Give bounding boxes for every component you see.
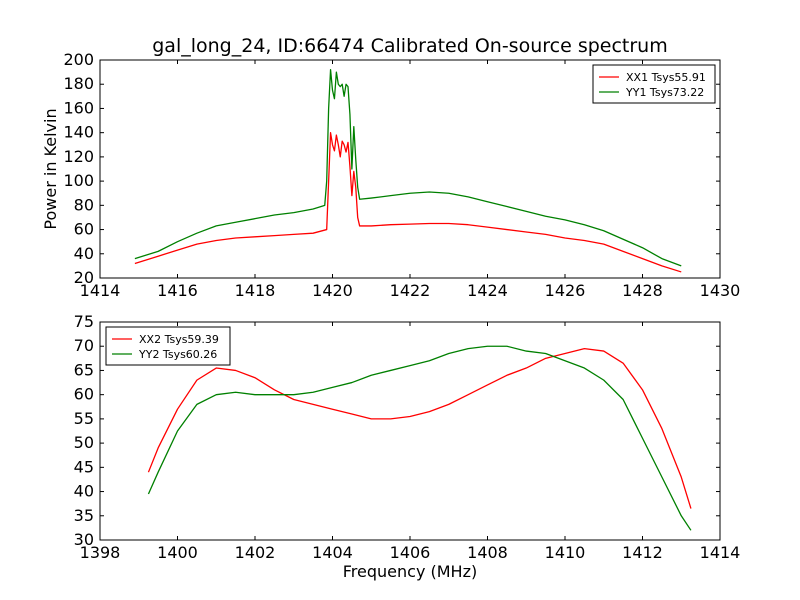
bottom-legend-label-1: XX2 Tsys59.39: [139, 333, 219, 346]
bottom-y-tick-label: 30: [74, 530, 94, 549]
bottom-y-tick-label: 60: [74, 385, 94, 404]
bottom-x-tick-label: 1402: [235, 543, 276, 562]
bottom-x-tick-label: 1398: [80, 543, 121, 562]
top-y-tick-label: 140: [63, 123, 94, 142]
top-x-tick-label: 1414: [80, 281, 121, 300]
top-x-tick-label: 1420: [312, 281, 353, 300]
top-x-tick-label: 1426: [545, 281, 586, 300]
top-x-tick-label: 1428: [622, 281, 663, 300]
top-series-line-1: [134, 132, 682, 273]
top-legend-label-1: XX1 Tsys55.91: [626, 71, 706, 84]
bottom-legend-label-2: YY2 Tsys60.26: [138, 348, 217, 361]
bottom-x-tick-label: 1414: [700, 543, 741, 562]
bottom-y-tick-label: 45: [74, 457, 94, 476]
top-y-tick-label: 100: [63, 171, 94, 190]
top-y-tick-label: 60: [74, 220, 94, 239]
top-y-tick-label: 20: [74, 268, 94, 287]
top-legend-label-2: YY1 Tsys73.22: [625, 86, 704, 99]
bottom-y-tick-label: 65: [74, 360, 94, 379]
top-x-tick-label: 1424: [467, 281, 508, 300]
bottom-y-tick-label: 40: [74, 482, 94, 501]
bottom-series-line-2: [147, 345, 692, 531]
top-legend-box: [592, 64, 716, 104]
bottom-x-tick-label: 1410: [545, 543, 586, 562]
top-plot: 1414 1416 1418 1420 1422 1424 1426 1428 1430 20 40…: [41, 50, 740, 300]
top-y-tick-label: 160: [63, 98, 94, 117]
top-series-line-2: [134, 69, 682, 267]
bottom-x-tick-label: 1412: [622, 543, 663, 562]
bottom-x-tick-label: 1400: [157, 543, 198, 562]
top-x-tick-label: 1422: [390, 281, 431, 300]
top-y-tick-label: 80: [74, 195, 94, 214]
bottom-x-tick-label: 1404: [312, 543, 353, 562]
bottom-y-tick-label: 35: [74, 506, 94, 525]
chart-title: gal_long_24, ID:66474 Calibrated On-sour…: [152, 35, 667, 57]
x-axis-label: Frequency (MHz): [343, 562, 477, 581]
top-y-tick-label: 200: [63, 50, 94, 69]
bottom-x-tick-label: 1406: [390, 543, 431, 562]
top-y-tick-label: 40: [74, 244, 94, 263]
top-x-tick-label: 1418: [235, 281, 276, 300]
top-x-tick-label: 1430: [700, 281, 741, 300]
bottom-plot: 1398 1400 1402 1404 1406 1408 1410 1412 1414 30 35…: [74, 312, 741, 562]
bottom-series-line-1: [147, 347, 692, 509]
bottom-y-tick-label: 70: [74, 336, 94, 355]
bottom-y-tick-label: 50: [74, 433, 94, 452]
top-y-tick-label: 180: [63, 74, 94, 93]
top-x-tick-label: 1416: [157, 281, 198, 300]
top-legend: XX1 Tsys55.91 YY1 Tsys73.22: [592, 64, 716, 104]
bottom-legend: XX2 Tsys59.39 YY2 Tsys60.26: [105, 326, 231, 366]
top-y-axis-label: Power in Kelvin: [41, 108, 60, 229]
bottom-legend-box: [105, 326, 231, 366]
bottom-y-tick-label: 75: [74, 312, 94, 331]
bottom-y-tick-label: 55: [74, 409, 94, 428]
bottom-x-tick-label: 1408: [467, 543, 508, 562]
top-y-tick-label: 120: [63, 147, 94, 166]
